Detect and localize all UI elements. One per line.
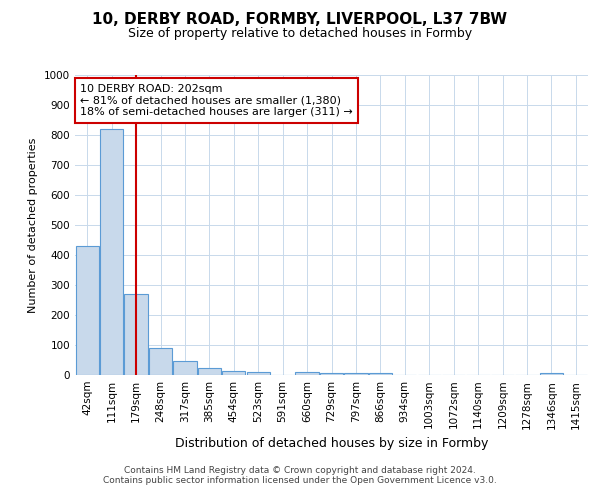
Bar [320, 372, 343, 375]
Bar [124, 294, 148, 375]
Bar [222, 370, 245, 375]
Text: 10 DERBY ROAD: 202sqm
← 81% of detached houses are smaller (1,380)
18% of semi-d: 10 DERBY ROAD: 202sqm ← 81% of detached … [80, 84, 353, 117]
Y-axis label: Number of detached properties: Number of detached properties [28, 138, 38, 312]
Bar [295, 372, 319, 375]
Bar [198, 368, 221, 375]
Bar [344, 372, 368, 375]
Text: Size of property relative to detached houses in Formby: Size of property relative to detached ho… [128, 28, 472, 40]
X-axis label: Distribution of detached houses by size in Formby: Distribution of detached houses by size … [175, 437, 488, 450]
Text: 10, DERBY ROAD, FORMBY, LIVERPOOL, L37 7BW: 10, DERBY ROAD, FORMBY, LIVERPOOL, L37 7… [92, 12, 508, 28]
Bar [76, 246, 99, 375]
Bar [247, 372, 270, 375]
Text: Contains HM Land Registry data © Crown copyright and database right 2024.
Contai: Contains HM Land Registry data © Crown c… [103, 466, 497, 485]
Bar [369, 372, 392, 375]
Bar [149, 348, 172, 375]
Bar [100, 129, 123, 375]
Bar [540, 372, 563, 375]
Bar [173, 361, 197, 375]
